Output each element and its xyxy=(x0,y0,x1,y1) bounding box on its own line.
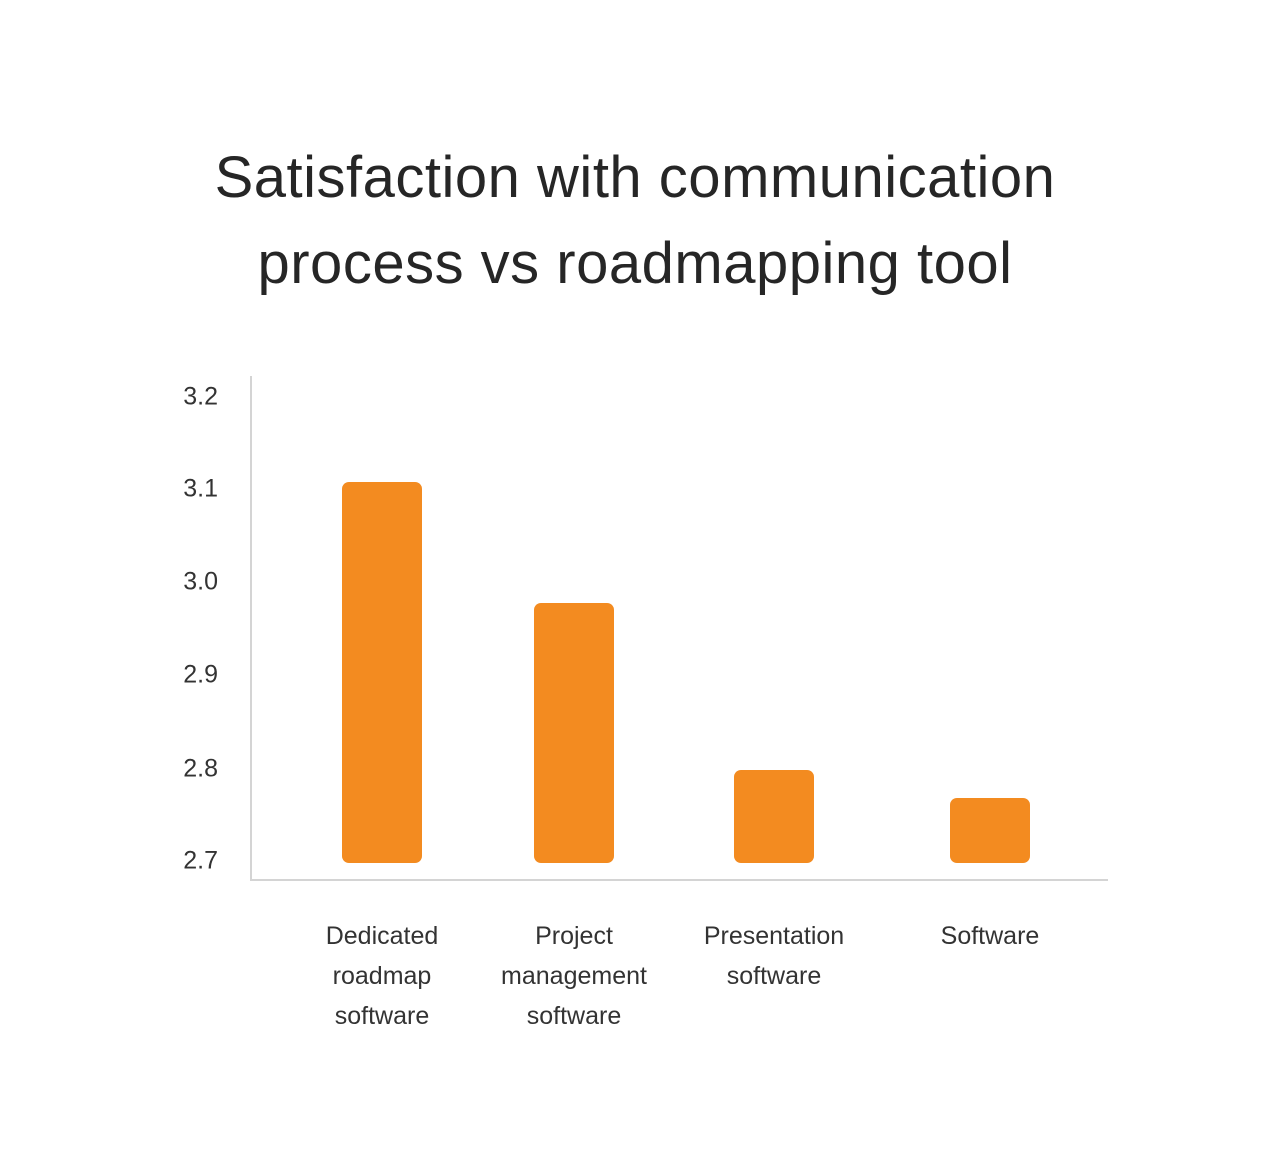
chart-title-line-2: process vs roadmapping tool xyxy=(257,231,1013,296)
x-category-label: Dedicated roadmap software xyxy=(325,922,439,1030)
chart-title: Satisfaction with communication process … xyxy=(0,135,1270,307)
bar-software xyxy=(950,797,1030,863)
x-category-label: Presentation software xyxy=(703,922,845,990)
y-tick-label: 3.1 xyxy=(183,474,218,503)
chart-title-line-1: Satisfaction with communication xyxy=(214,145,1056,210)
y-tick-label: 3.2 xyxy=(183,382,218,411)
x-axis-line xyxy=(250,879,1108,881)
y-tick-label: 3.0 xyxy=(183,567,218,596)
y-tick-label: 2.7 xyxy=(183,846,218,875)
bar-dedicated-roadmap-software xyxy=(342,481,422,863)
y-tick-label: 2.9 xyxy=(183,660,218,689)
y-axis-line xyxy=(250,376,252,881)
bar-presentation-software xyxy=(734,770,814,863)
x-category-label: Project management software xyxy=(501,922,647,1030)
bar-project-management-software xyxy=(534,602,614,863)
y-tick-label: 2.8 xyxy=(183,754,218,783)
x-category-label: Software xyxy=(940,922,1040,950)
